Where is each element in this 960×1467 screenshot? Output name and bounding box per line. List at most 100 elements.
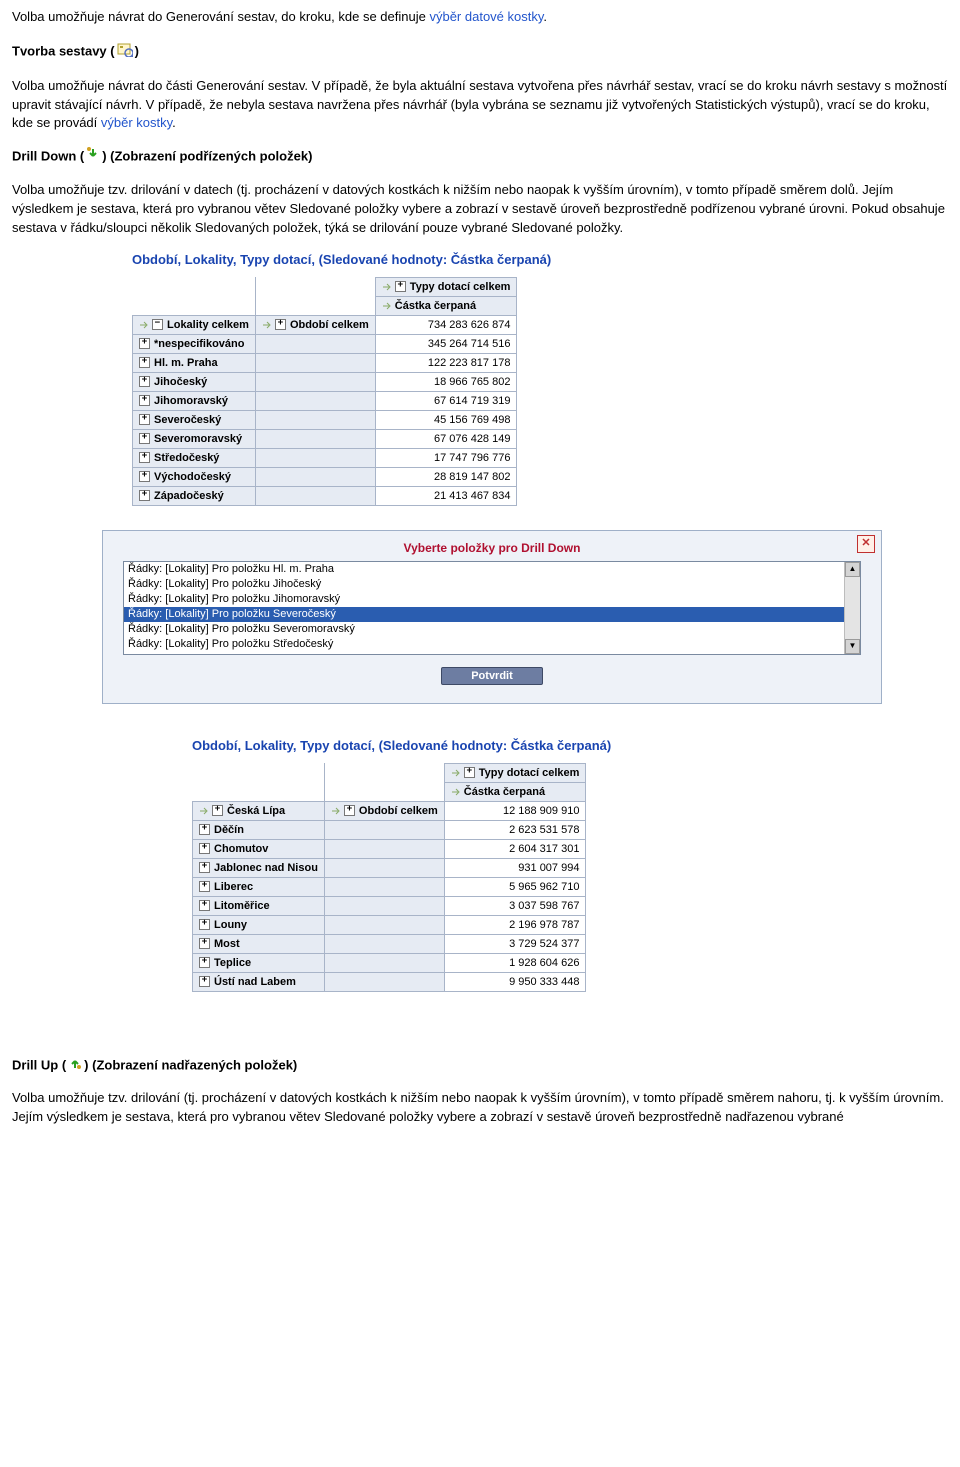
scroll-down-button[interactable]: ▼ <box>845 639 860 654</box>
row-label[interactable]: +Litoměřice <box>193 896 325 915</box>
row-label[interactable]: +Liberec <box>193 877 325 896</box>
col-hdr-castka: Částka čerpaná <box>444 782 586 801</box>
col-hdr-typy-dotaci[interactable]: +Typy dotací celkem <box>375 277 517 296</box>
tvorba-paragraph: Volba umožňuje návrat do části Generován… <box>12 77 948 134</box>
expand-icon[interactable]: + <box>344 805 355 816</box>
value-cell: 1 928 604 626 <box>444 953 586 972</box>
row-hdr-obdobi-celkem[interactable]: +Období celkem <box>255 315 375 334</box>
expand-icon[interactable]: + <box>139 490 150 501</box>
expand-icon[interactable]: + <box>199 900 210 911</box>
expand-icon[interactable]: + <box>212 805 223 816</box>
row-label[interactable]: +Chomutov <box>193 839 325 858</box>
table-row: +Děčín2 623 531 578 <box>193 820 586 839</box>
expand-icon[interactable]: + <box>199 976 210 987</box>
expand-icon[interactable]: + <box>139 395 150 406</box>
expand-icon[interactable]: + <box>139 452 150 463</box>
expand-icon[interactable]: + <box>139 338 150 349</box>
value-cell: 3 037 598 767 <box>444 896 586 915</box>
value-cell: 28 819 147 802 <box>375 467 517 486</box>
expand-icon[interactable]: + <box>275 319 286 330</box>
confirm-button[interactable]: Potvrdit <box>441 667 543 685</box>
collapse-icon[interactable]: − <box>152 319 163 330</box>
dialog-title: Vyberte položky pro Drill Down <box>123 541 861 555</box>
row-label[interactable]: +Teplice <box>193 953 325 972</box>
expand-icon[interactable]: + <box>464 767 475 778</box>
row-label[interactable]: +Východočeský <box>133 467 256 486</box>
row-label[interactable]: +Severočeský <box>133 410 256 429</box>
table-row: +Jihočeský18 966 765 802 <box>133 372 517 391</box>
table-row: +Východočeský 28 819 147 802 <box>133 467 517 486</box>
value-cell: 3 729 524 377 <box>444 934 586 953</box>
table-row: +Louny 2 196 978 787 <box>193 915 586 934</box>
table-row: +Jablonec nad Nisou931 007 994 <box>193 858 586 877</box>
row-label[interactable]: +Louny <box>193 915 325 934</box>
row-label[interactable]: +Jihomoravský <box>133 391 256 410</box>
heading-drill-up: Drill Up () (Zobrazení nadřazených polož… <box>12 1056 948 1076</box>
report2-table: +Typy dotací celkem Částka čerpaná +Česk… <box>192 763 586 992</box>
list-item[interactable]: Řádky: [Lokality] Pro položku Severočesk… <box>124 607 860 622</box>
row-label[interactable]: +Česká Lípa <box>193 801 325 820</box>
row-label[interactable]: +Západočeský <box>133 486 256 505</box>
expand-icon[interactable]: + <box>139 471 150 482</box>
link-vyber-datove-kostky[interactable]: výběr datové kostky <box>429 9 543 24</box>
expand-icon[interactable]: + <box>199 843 210 854</box>
expand-icon[interactable]: + <box>139 376 150 387</box>
scroll-up-button[interactable]: ▲ <box>845 562 860 577</box>
expand-icon[interactable]: + <box>199 919 210 930</box>
table-row: +Most 3 729 524 377 <box>193 934 586 953</box>
row-label[interactable]: +Středočeský <box>133 448 256 467</box>
expand-icon[interactable]: + <box>395 281 406 292</box>
drilldown-dialog-wrap: ✕ Vyberte položky pro Drill Down Řádky: … <box>102 530 882 704</box>
value-cell: 122 223 817 178 <box>375 353 517 372</box>
row-label[interactable]: +Hl. m. Praha <box>133 353 256 372</box>
expand-icon[interactable]: + <box>199 862 210 873</box>
intro-paragraph: Volba umožňuje návrat do Generování sest… <box>12 8 948 27</box>
table-row: +Litoměřice 3 037 598 767 <box>193 896 586 915</box>
list-item[interactable]: Řádky: [Lokality] Pro položku Hl. m. Pra… <box>124 562 860 577</box>
expand-icon[interactable]: + <box>199 824 210 835</box>
value-cell: 67 614 719 319 <box>375 391 517 410</box>
expand-icon[interactable]: + <box>199 957 210 968</box>
expand-icon[interactable]: + <box>199 881 210 892</box>
dialog-listbox[interactable]: Řádky: [Lokality] Pro položku Hl. m. Pra… <box>123 561 861 655</box>
expand-icon[interactable]: + <box>139 414 150 425</box>
report2-title: Období, Lokality, Typy dotací, (Sledovan… <box>192 738 948 753</box>
drill-up-icon <box>68 1056 82 1076</box>
row-hdr-lokality-celkem[interactable]: −Lokality celkem <box>133 315 256 334</box>
row-hdr-obdobi-celkem[interactable]: +Období celkem <box>324 801 444 820</box>
value-cell: 2 196 978 787 <box>444 915 586 934</box>
value-cell: 345 264 714 516 <box>375 334 517 353</box>
table-row: +Liberec 5 965 962 710 <box>193 877 586 896</box>
row-label[interactable]: +Ústí nad Labem <box>193 972 325 991</box>
link-vyber-kostky[interactable]: výběr kostky <box>101 115 172 130</box>
list-item[interactable]: Řádky: [Lokality] Pro položku Jihomoravs… <box>124 592 860 607</box>
row-label[interactable]: +Jihočeský <box>133 372 256 391</box>
table-row: +Teplice 1 928 604 626 <box>193 953 586 972</box>
expand-icon[interactable]: + <box>139 433 150 444</box>
scrollbar[interactable]: ▲ ▼ <box>844 562 860 654</box>
expand-icon[interactable]: + <box>139 357 150 368</box>
value-cell: 5 965 962 710 <box>444 877 586 896</box>
value-cell: 17 747 796 776 <box>375 448 517 467</box>
value-cell: 21 413 467 834 <box>375 486 517 505</box>
row-label[interactable]: +*nespecifikováno <box>133 334 256 353</box>
row-label[interactable]: +Severomoravský <box>133 429 256 448</box>
list-item[interactable]: Řádky: [Lokality] Pro položku Středočesk… <box>124 637 860 652</box>
list-item[interactable]: Řádky: [Lokality] Pro položku Jihočeský <box>124 577 860 592</box>
table-row: +Hl. m. Praha 122 223 817 178 <box>133 353 517 372</box>
close-button[interactable]: ✕ <box>857 535 875 553</box>
drillup-paragraph: Volba umožňuje tzv. drilování (tj. proch… <box>12 1089 948 1127</box>
table-row: +Chomutov2 604 317 301 <box>193 839 586 858</box>
row-label[interactable]: +Most <box>193 934 325 953</box>
table-row: +Středočeský 17 747 796 776 <box>133 448 517 467</box>
list-item[interactable]: Řádky: [Lokality] Pro položku Severomora… <box>124 622 860 637</box>
expand-icon[interactable]: + <box>199 938 210 949</box>
heading-drill-down: Drill Down () (Zobrazení podřízených pol… <box>12 147 948 167</box>
row-label[interactable]: +Děčín <box>193 820 325 839</box>
row-label[interactable]: +Jablonec nad Nisou <box>193 858 325 877</box>
drill-down-icon <box>86 147 100 167</box>
col-hdr-typy-dotaci[interactable]: +Typy dotací celkem <box>444 763 586 782</box>
report1-container: Období, Lokality, Typy dotací, (Sledovan… <box>132 252 948 506</box>
report2-container: Období, Lokality, Typy dotací, (Sledovan… <box>192 738 948 992</box>
value-cell: 12 188 909 910 <box>444 801 586 820</box>
